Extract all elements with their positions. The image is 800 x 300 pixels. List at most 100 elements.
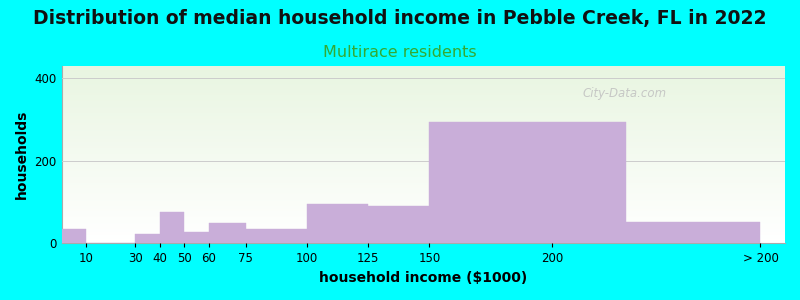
Bar xyxy=(62,118,785,119)
Bar xyxy=(62,163,785,164)
Bar xyxy=(62,225,785,226)
Bar xyxy=(62,213,785,214)
Bar xyxy=(62,168,785,169)
Bar xyxy=(62,101,785,102)
X-axis label: household income ($1000): household income ($1000) xyxy=(319,271,527,285)
Bar xyxy=(62,136,785,137)
Bar xyxy=(307,204,368,243)
Bar xyxy=(62,202,785,203)
Bar xyxy=(62,89,785,90)
Text: City-Data.com: City-Data.com xyxy=(582,87,666,100)
Bar xyxy=(62,130,785,131)
Bar xyxy=(62,179,785,180)
Bar xyxy=(62,71,785,72)
Bar xyxy=(62,153,785,154)
Bar xyxy=(62,197,785,198)
Bar xyxy=(62,217,785,218)
Bar xyxy=(62,230,785,231)
Bar xyxy=(62,157,785,158)
Bar xyxy=(62,187,785,188)
Bar xyxy=(62,146,785,147)
Bar xyxy=(62,154,785,155)
Bar xyxy=(62,185,785,186)
Bar xyxy=(62,214,785,215)
Bar xyxy=(62,126,785,127)
Bar xyxy=(62,77,785,78)
Bar xyxy=(246,229,307,243)
Bar xyxy=(62,169,785,170)
Bar xyxy=(62,70,785,71)
Bar xyxy=(62,122,785,123)
Bar xyxy=(62,219,785,220)
Bar xyxy=(62,218,785,219)
Bar xyxy=(62,199,785,200)
Bar xyxy=(62,99,785,100)
Bar xyxy=(62,196,785,197)
Bar xyxy=(62,177,785,178)
Bar xyxy=(62,134,785,135)
Bar xyxy=(62,176,785,177)
Bar xyxy=(62,229,86,243)
Bar xyxy=(62,204,785,205)
Bar xyxy=(62,240,785,241)
Bar xyxy=(62,92,785,93)
Bar xyxy=(62,125,785,126)
Bar xyxy=(62,102,785,103)
Bar xyxy=(209,223,246,243)
Bar xyxy=(62,234,785,235)
Bar xyxy=(62,110,785,111)
Bar xyxy=(62,98,785,99)
Bar xyxy=(62,131,785,132)
Bar xyxy=(62,228,785,229)
Bar xyxy=(62,229,785,230)
Bar xyxy=(62,198,785,199)
Bar xyxy=(62,115,785,116)
Bar xyxy=(626,222,761,243)
Y-axis label: households: households xyxy=(15,110,29,200)
Bar xyxy=(62,144,785,145)
Bar xyxy=(62,209,785,210)
Bar xyxy=(62,220,785,221)
Bar xyxy=(62,201,785,202)
Bar xyxy=(62,232,785,233)
Bar xyxy=(62,189,785,190)
Bar xyxy=(62,141,785,142)
Bar xyxy=(62,236,785,237)
Bar xyxy=(62,116,785,117)
Bar xyxy=(62,241,785,242)
Bar xyxy=(430,122,626,243)
Bar xyxy=(62,74,785,75)
Bar xyxy=(160,212,184,243)
Bar xyxy=(62,195,785,196)
Bar xyxy=(62,151,785,152)
Bar xyxy=(62,212,785,213)
Bar xyxy=(184,232,209,243)
Bar xyxy=(62,73,785,74)
Bar xyxy=(62,190,785,191)
Bar xyxy=(62,132,785,133)
Bar xyxy=(62,186,785,187)
Bar xyxy=(62,72,785,73)
Bar xyxy=(62,135,785,136)
Bar xyxy=(62,165,785,166)
Bar xyxy=(62,224,785,225)
Bar xyxy=(135,234,160,243)
Bar xyxy=(62,194,785,195)
Bar xyxy=(62,79,785,80)
Bar xyxy=(62,138,785,139)
Bar xyxy=(62,148,785,149)
Bar xyxy=(62,142,785,143)
Bar xyxy=(62,210,785,211)
Bar xyxy=(368,206,430,243)
Bar xyxy=(62,83,785,84)
Bar xyxy=(62,143,785,144)
Bar xyxy=(62,67,785,68)
Bar xyxy=(62,238,785,239)
Bar xyxy=(62,104,785,105)
Bar xyxy=(62,227,785,228)
Bar xyxy=(62,97,785,98)
Bar xyxy=(62,100,785,101)
Bar xyxy=(62,231,785,232)
Bar xyxy=(62,108,785,109)
Bar xyxy=(62,75,785,76)
